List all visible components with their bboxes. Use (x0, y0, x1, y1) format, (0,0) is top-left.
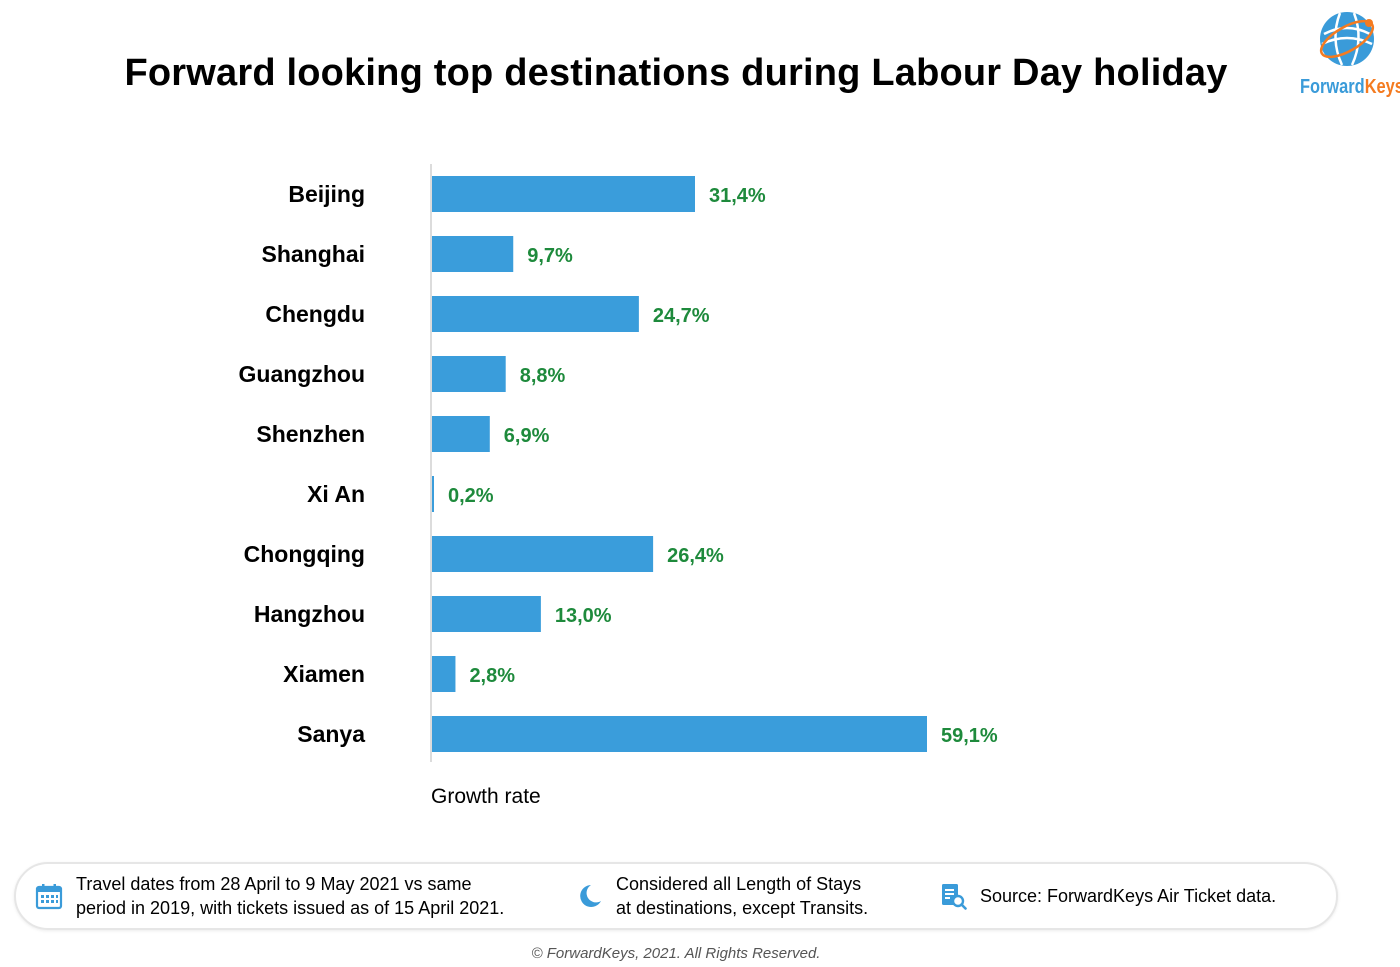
value-label: 6,9% (504, 425, 550, 447)
bar (432, 536, 654, 572)
bar (432, 236, 514, 272)
info-line: period in 2019, with tickets issued as o… (76, 898, 505, 918)
value-label: 31,4% (709, 185, 766, 207)
chart-title: Forward looking top destinations during … (124, 52, 1228, 94)
bar (432, 596, 541, 632)
calendar-icon (34, 881, 64, 911)
logo-wordmark: ForwardKeys (1300, 76, 1400, 99)
document-search-icon (938, 881, 968, 911)
bar (432, 356, 506, 392)
info-text-source: Source: ForwardKeys Air Ticket data. (980, 884, 1276, 908)
category-label: Xiamen (283, 661, 365, 687)
info-item-source: Source: ForwardKeys Air Ticket data. (938, 864, 1276, 928)
bar (432, 716, 927, 752)
value-label: 26,4% (667, 545, 724, 567)
category-label: Xi An (307, 481, 365, 507)
value-label: 13,0% (555, 605, 612, 627)
value-label: 59,1% (941, 725, 998, 747)
info-line: Source: ForwardKeys Air Ticket data. (980, 886, 1277, 906)
moon-icon (574, 881, 604, 911)
value-label: 0,2% (448, 485, 494, 507)
logo-text-forward: Forward (1300, 76, 1365, 98)
bar (432, 416, 490, 452)
bar (432, 296, 639, 332)
value-label: 8,8% (520, 365, 566, 387)
bar (432, 176, 695, 212)
value-label: 9,7% (527, 245, 573, 267)
category-label: Beijing (288, 181, 365, 207)
value-label: 2,8% (469, 665, 515, 687)
info-item-travel-dates: Travel dates from 28 April to 9 May 2021… (34, 864, 504, 928)
value-label: 24,7% (653, 305, 710, 327)
category-label: Chongqing (244, 541, 365, 567)
info-line: Travel dates from 28 April to 9 May 2021… (76, 874, 472, 894)
info-line: at destinations, except Transits. (616, 898, 869, 918)
category-label: Sanya (297, 721, 365, 747)
info-bar: Travel dates from 28 April to 9 May 2021… (14, 862, 1338, 930)
info-text-length-of-stay: Considered all Length of Stays at destin… (616, 872, 868, 920)
info-line: Considered all Length of Stays (616, 874, 862, 894)
category-label: Guangzhou (239, 361, 365, 387)
category-label: Shenzhen (256, 421, 365, 447)
category-label: Shanghai (261, 241, 365, 267)
category-label: Chengdu (265, 301, 365, 327)
bar (432, 476, 434, 512)
copyright-footer: © ForwardKeys, 2021. All Rights Reserved… (531, 945, 821, 962)
globe-icon (1319, 12, 1375, 66)
info-text-travel-dates: Travel dates from 28 April to 9 May 2021… (76, 872, 504, 920)
bar (432, 656, 456, 692)
info-item-length-of-stay: Considered all Length of Stays at destin… (574, 864, 868, 928)
bar-chart: Beijing 31,4% Shanghai 9,7% Chengdu 24,7% Guan… (239, 164, 998, 762)
x-axis-label: Growth rate (431, 785, 541, 808)
logo-text-keys: Keys (1364, 76, 1400, 98)
forwardkeys-logo: ForwardKeys (1296, 6, 1400, 106)
category-label: Hangzhou (254, 601, 365, 627)
